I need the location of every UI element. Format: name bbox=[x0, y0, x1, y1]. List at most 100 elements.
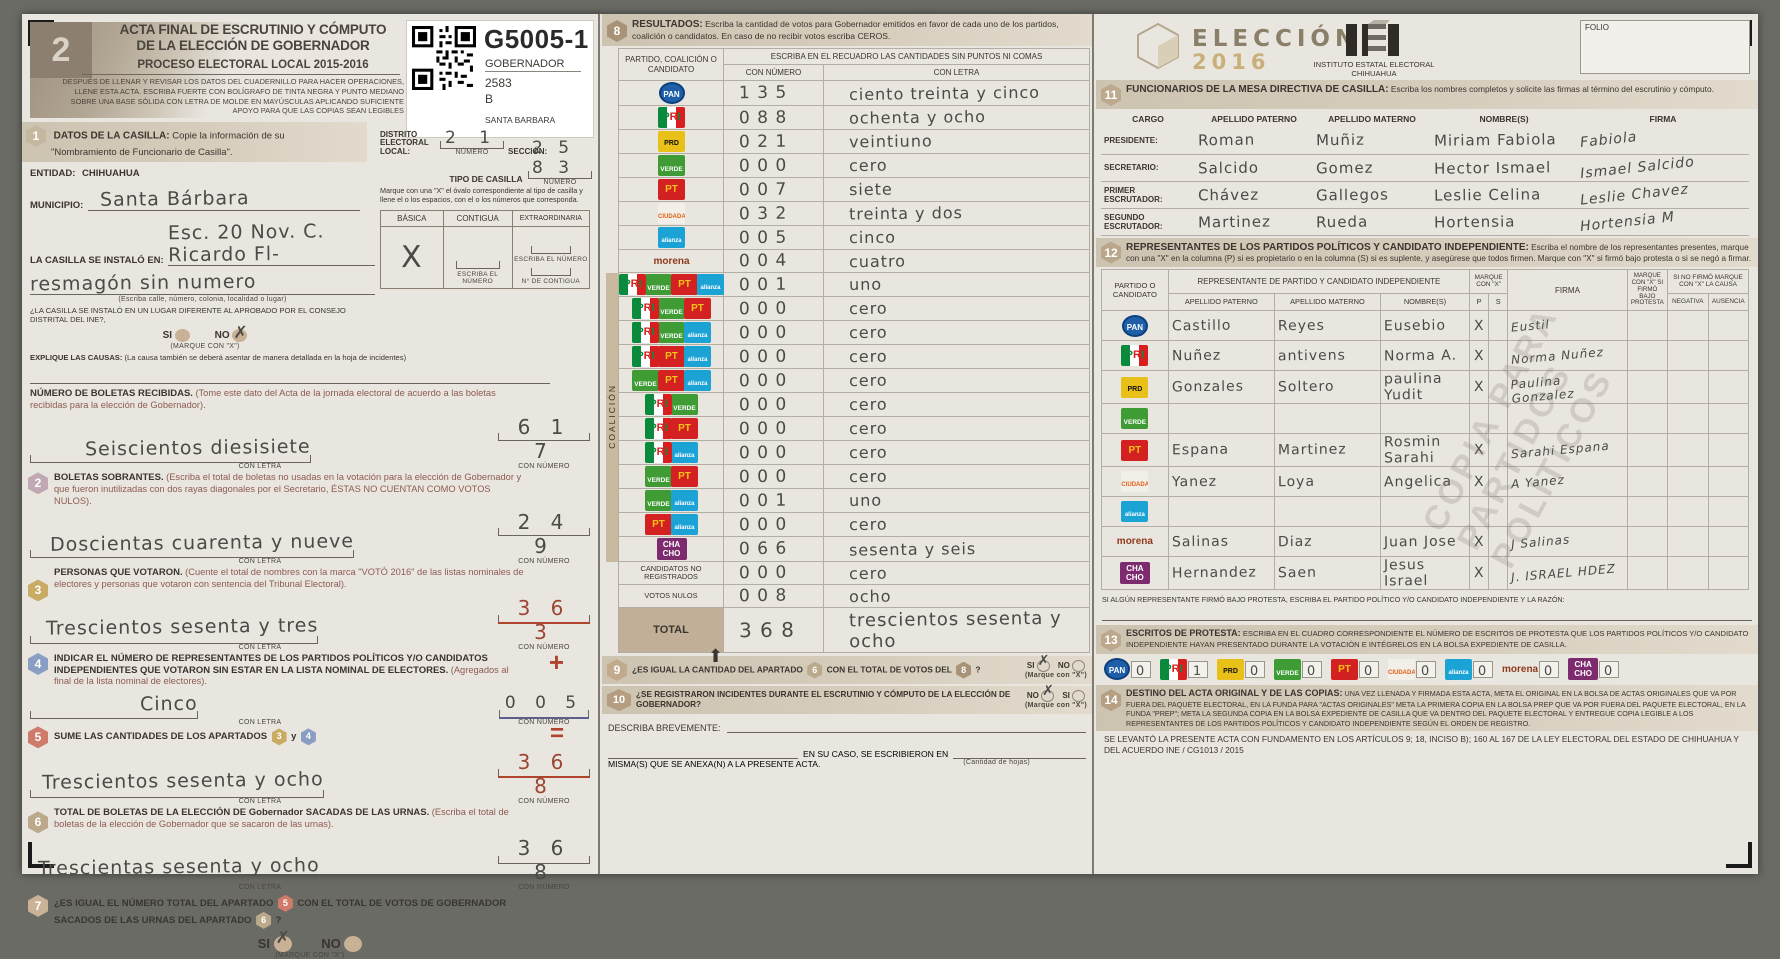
results-letra-cell[interactable]: cero bbox=[823, 320, 1090, 346]
funcionario-firma[interactable]: Leslie Chavez bbox=[1577, 181, 1749, 209]
representante-nombres[interactable]: Juan Jose bbox=[1380, 526, 1470, 558]
results-numero-cell[interactable]: 0 0 0 bbox=[723, 344, 824, 370]
funcionario-materno[interactable]: Muñiz bbox=[1313, 127, 1431, 155]
seccion-value[interactable]: 2 5 8 3 bbox=[528, 138, 592, 179]
results-numero-cell[interactable]: 0 2 1 bbox=[723, 129, 824, 155]
representante-protesta[interactable] bbox=[1626, 556, 1669, 591]
results-letra-cell[interactable]: ochenta y ocho bbox=[823, 105, 1090, 131]
protest-count-box[interactable]: 0 bbox=[1131, 660, 1151, 679]
representante-protesta[interactable] bbox=[1626, 340, 1669, 372]
representante-negativa[interactable] bbox=[1667, 340, 1709, 372]
representante-materno[interactable]: antivens bbox=[1273, 340, 1382, 372]
protest-count-box[interactable]: 0 bbox=[1599, 660, 1620, 679]
results-letra-cell[interactable]: uno bbox=[823, 488, 1090, 514]
representante-paterno[interactable]: Espana bbox=[1167, 433, 1275, 468]
representante-negativa[interactable] bbox=[1667, 556, 1709, 591]
representante-firma[interactable]: Norma Nuñez bbox=[1507, 340, 1628, 372]
votos-nulos-letra[interactable]: ocho bbox=[823, 584, 1090, 609]
results-numero-cell[interactable]: 0 6 6 bbox=[723, 536, 824, 563]
representante-paterno[interactable]: Castillo bbox=[1167, 310, 1275, 342]
tipo-contigua-cell[interactable]: ESCRIBA EL NÚMERO bbox=[442, 226, 513, 289]
funcionario-materno[interactable]: Rueda bbox=[1313, 208, 1431, 236]
representante-firma[interactable]: Paulina Gonzalez bbox=[1507, 370, 1628, 406]
municipio-field[interactable]: Santa Bárbara bbox=[88, 187, 360, 211]
protest-count-box[interactable]: 0 bbox=[1302, 660, 1322, 679]
representante-paterno[interactable]: Hernandez bbox=[1167, 556, 1275, 591]
representante-ausencia[interactable] bbox=[1707, 370, 1750, 405]
funcionario-firma[interactable]: Hortensia M bbox=[1577, 208, 1749, 236]
representante-materno[interactable]: Loya bbox=[1273, 466, 1382, 498]
funcionario-firma[interactable]: Ismael Salcido bbox=[1577, 154, 1749, 182]
representante-negativa[interactable] bbox=[1667, 496, 1709, 528]
funcionario-paterno[interactable]: Martinez bbox=[1195, 208, 1313, 236]
results-numero-cell[interactable]: 0 0 0 bbox=[723, 153, 824, 179]
protest-count-box[interactable]: 0 bbox=[1416, 660, 1436, 679]
funcionario-paterno[interactable]: Salcido bbox=[1195, 154, 1313, 182]
representante-suplente[interactable] bbox=[1488, 403, 1509, 435]
results-letra-cell[interactable]: cuatro bbox=[823, 249, 1090, 274]
funcionario-paterno[interactable]: Roman bbox=[1195, 127, 1313, 155]
representante-ausencia[interactable] bbox=[1707, 433, 1750, 468]
representante-propietario[interactable]: X bbox=[1468, 310, 1490, 342]
results-numero-cell[interactable]: 0 0 0 bbox=[723, 296, 824, 322]
votos-nulos-numero[interactable]: 0 0 8 bbox=[723, 584, 824, 609]
tipo-extraordinaria-cell[interactable]: ESCRIBA EL NÚMERO N° DE CONTIGUA bbox=[511, 226, 591, 289]
results-letra-cell[interactable]: cero bbox=[823, 440, 1090, 466]
funcionario-materno[interactable]: Gallegos bbox=[1313, 181, 1431, 209]
representante-propietario[interactable]: X bbox=[1468, 433, 1490, 468]
results-letra-cell[interactable]: sesenta y seis bbox=[823, 536, 1090, 563]
results-total-numero[interactable]: 3 6 8 bbox=[723, 607, 824, 654]
representante-paterno[interactable]: Nuñez bbox=[1167, 340, 1275, 372]
representante-propietario[interactable]: X bbox=[1468, 526, 1490, 558]
protest-count-box[interactable]: 0 bbox=[1245, 660, 1265, 679]
representante-negativa[interactable] bbox=[1667, 433, 1709, 468]
no-oval-7[interactable] bbox=[344, 936, 363, 953]
results-letra-cell[interactable]: siete bbox=[823, 177, 1090, 203]
results-numero-cell[interactable]: 0 3 2 bbox=[723, 201, 824, 227]
si-oval-9[interactable]: ✗ bbox=[1036, 653, 1050, 672]
representante-nombres[interactable] bbox=[1380, 496, 1470, 528]
funcionario-nombres[interactable]: Hector Ismael bbox=[1431, 154, 1577, 182]
results-numero-cell[interactable]: 0 0 0 bbox=[723, 392, 824, 418]
representante-suplente[interactable] bbox=[1488, 466, 1509, 498]
section-3-letra-field[interactable]: Trescientos sesenta y tres bbox=[30, 614, 319, 644]
protest-note-field[interactable] bbox=[1102, 611, 1752, 622]
representante-propietario[interactable] bbox=[1468, 496, 1490, 528]
si-oval-1[interactable] bbox=[174, 328, 190, 342]
representante-protesta[interactable] bbox=[1626, 403, 1669, 435]
section-6-letra-field[interactable]: Trescientas sesenta y ocho bbox=[30, 854, 320, 884]
representante-protesta[interactable] bbox=[1626, 433, 1669, 468]
representante-nombres[interactable]: Norma A. bbox=[1380, 340, 1470, 372]
representante-paterno[interactable] bbox=[1167, 496, 1275, 528]
representante-materno[interactable]: Reyes bbox=[1273, 310, 1382, 342]
representante-materno[interactable]: Diaz bbox=[1273, 526, 1382, 558]
results-numero-cell[interactable]: 0 0 0 bbox=[723, 512, 824, 538]
results-numero-cell[interactable]: 0 8 8 bbox=[723, 105, 824, 131]
boletas-recibidas-letra-field[interactable]: Seiscientos diesisiete bbox=[30, 436, 311, 464]
representante-paterno[interactable]: Yanez bbox=[1167, 466, 1275, 498]
results-letra-cell[interactable]: cinco bbox=[823, 225, 1090, 251]
representante-firma[interactable]: Sarahi Espana bbox=[1507, 433, 1628, 468]
representante-propietario[interactable]: X bbox=[1468, 556, 1490, 591]
instalo-field-line1[interactable]: Esc. 20 Nov. C. Ricardo Fl- bbox=[167, 220, 375, 266]
results-numero-cell[interactable]: 0 0 7 bbox=[723, 177, 824, 203]
results-numero-cell[interactable]: 0 0 5 bbox=[723, 225, 824, 251]
results-letra-cell[interactable]: treinta y dos bbox=[823, 201, 1090, 227]
representante-protesta[interactable] bbox=[1626, 496, 1669, 528]
results-total-letra[interactable]: trescientos sesenta y ocho bbox=[823, 607, 1090, 654]
representante-nombres[interactable]: Eusebio bbox=[1380, 310, 1470, 342]
results-numero-cell[interactable]: 0 0 0 bbox=[723, 416, 824, 442]
representante-paterno[interactable]: Gonzales bbox=[1167, 370, 1275, 405]
results-letra-cell[interactable]: cero bbox=[823, 296, 1090, 322]
representante-suplente[interactable] bbox=[1488, 433, 1509, 468]
si-oval-7[interactable]: ✗ bbox=[273, 928, 292, 953]
representante-ausencia[interactable] bbox=[1707, 496, 1750, 528]
representante-materno[interactable] bbox=[1273, 403, 1382, 435]
protest-count-box[interactable]: 1 bbox=[1188, 660, 1208, 679]
results-numero-cell[interactable]: 0 0 0 bbox=[723, 464, 824, 490]
results-letra-cell[interactable]: cero bbox=[823, 392, 1090, 418]
representante-propietario[interactable] bbox=[1468, 403, 1490, 435]
representante-protesta[interactable] bbox=[1626, 526, 1669, 558]
representante-firma[interactable]: Eustil bbox=[1507, 310, 1628, 342]
representante-ausencia[interactable] bbox=[1707, 556, 1750, 591]
